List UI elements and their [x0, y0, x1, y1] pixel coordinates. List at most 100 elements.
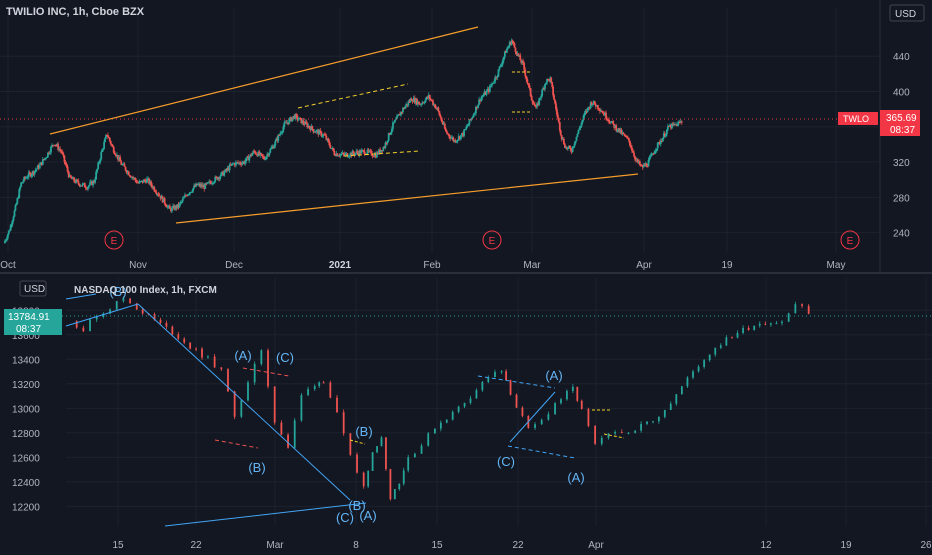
candle-body [145, 180, 147, 183]
candle-body [480, 97, 483, 101]
candle-body [328, 141, 331, 146]
candle-body [111, 145, 114, 148]
candle-body [183, 338, 186, 343]
candle-body [731, 337, 733, 339]
candle-body [521, 407, 524, 416]
x-tick-label: 2021 [329, 260, 352, 271]
bottom-price-countdown: 08:37 [16, 324, 41, 335]
candle-body [367, 149, 370, 152]
candle-body [90, 181, 92, 183]
candle-body [633, 152, 635, 157]
candle-body [58, 148, 61, 150]
wave-label: (A) [234, 348, 251, 363]
candle-body [467, 124, 470, 126]
candle-body [397, 115, 399, 117]
candle-body [239, 162, 241, 164]
wave-label: (C) [276, 350, 294, 365]
candle-body [620, 129, 623, 134]
candle-body [39, 162, 42, 165]
candle-body [400, 111, 402, 116]
candle-body [17, 197, 20, 199]
candle-body [185, 195, 187, 197]
candle-body [703, 360, 706, 367]
candle-body [320, 131, 323, 136]
candle-body [9, 225, 12, 231]
earnings-marker[interactable]: E [104, 230, 124, 250]
top-price-value: 365.69 [886, 113, 917, 124]
candle-body [28, 172, 31, 174]
candle-body [537, 103, 540, 105]
candle-body [452, 137, 455, 141]
candle-body [635, 159, 637, 161]
candle-body [573, 143, 576, 147]
candle-body [587, 107, 590, 109]
candle-body [298, 117, 301, 120]
candle-body [758, 323, 761, 326]
wave-label: (A) [359, 508, 376, 523]
candle-body [484, 91, 487, 95]
candle-body [89, 319, 91, 332]
candle-body [195, 183, 197, 187]
candle-body [266, 154, 269, 157]
candle-body [502, 56, 505, 61]
candle-body [309, 127, 312, 131]
candle-body [344, 153, 347, 156]
candle-body [429, 99, 432, 101]
channel-lower-line [175, 173, 639, 224]
candle-body [41, 159, 44, 165]
candle-body [421, 102, 424, 105]
candle-body [193, 185, 195, 189]
candle-body [69, 175, 72, 178]
candle-body [390, 128, 393, 133]
candle-body [171, 207, 173, 212]
candle-body [199, 183, 202, 187]
candle-body [201, 348, 203, 358]
candle-body [597, 108, 600, 110]
candle-body [227, 167, 230, 171]
candle-body [332, 147, 335, 151]
bottom-currency-button[interactable] [19, 280, 47, 297]
earnings-marker[interactable]: E [482, 230, 502, 250]
candle-body [243, 161, 246, 164]
candle-body [589, 102, 592, 108]
earnings-marker[interactable]: E [840, 230, 860, 250]
candle-body [125, 170, 128, 173]
candle-body [369, 150, 372, 152]
candle-body [192, 188, 194, 192]
candle-body [526, 79, 529, 84]
candle-body [269, 149, 272, 153]
candle-body [439, 115, 442, 118]
top-currency-button[interactable] [889, 4, 925, 22]
candle-body [131, 177, 133, 179]
candle-body [156, 193, 159, 195]
candle-body [506, 47, 509, 49]
candle-body [527, 83, 530, 86]
candle-body [486, 88, 489, 91]
candle-body [469, 398, 472, 403]
candle-body [398, 483, 401, 490]
candle-body [457, 406, 460, 412]
top-chart-title: TWILIO INC, 1h, Cboe BZX [6, 6, 145, 18]
candle-body [594, 426, 596, 444]
candle-body [466, 125, 469, 127]
candle-body [300, 118, 303, 124]
x-tick-label: Feb [423, 260, 441, 271]
candle-body [409, 98, 412, 102]
wave-label: (A) [545, 368, 562, 383]
candle-body [662, 133, 665, 138]
candle-body [180, 201, 183, 203]
candle-body [190, 192, 192, 194]
candle-body [650, 153, 653, 156]
candle-body [582, 115, 585, 120]
candle-body [375, 152, 378, 158]
candle-body [313, 386, 316, 390]
candle-body [619, 129, 622, 133]
candle-body [510, 40, 513, 45]
candle-body [524, 69, 527, 76]
candle-body [584, 111, 587, 113]
candle-body [548, 79, 551, 82]
x-tick-label: May [827, 260, 846, 271]
candle-body [458, 136, 461, 140]
candle-body [235, 162, 237, 166]
top-price-tag [880, 110, 920, 136]
